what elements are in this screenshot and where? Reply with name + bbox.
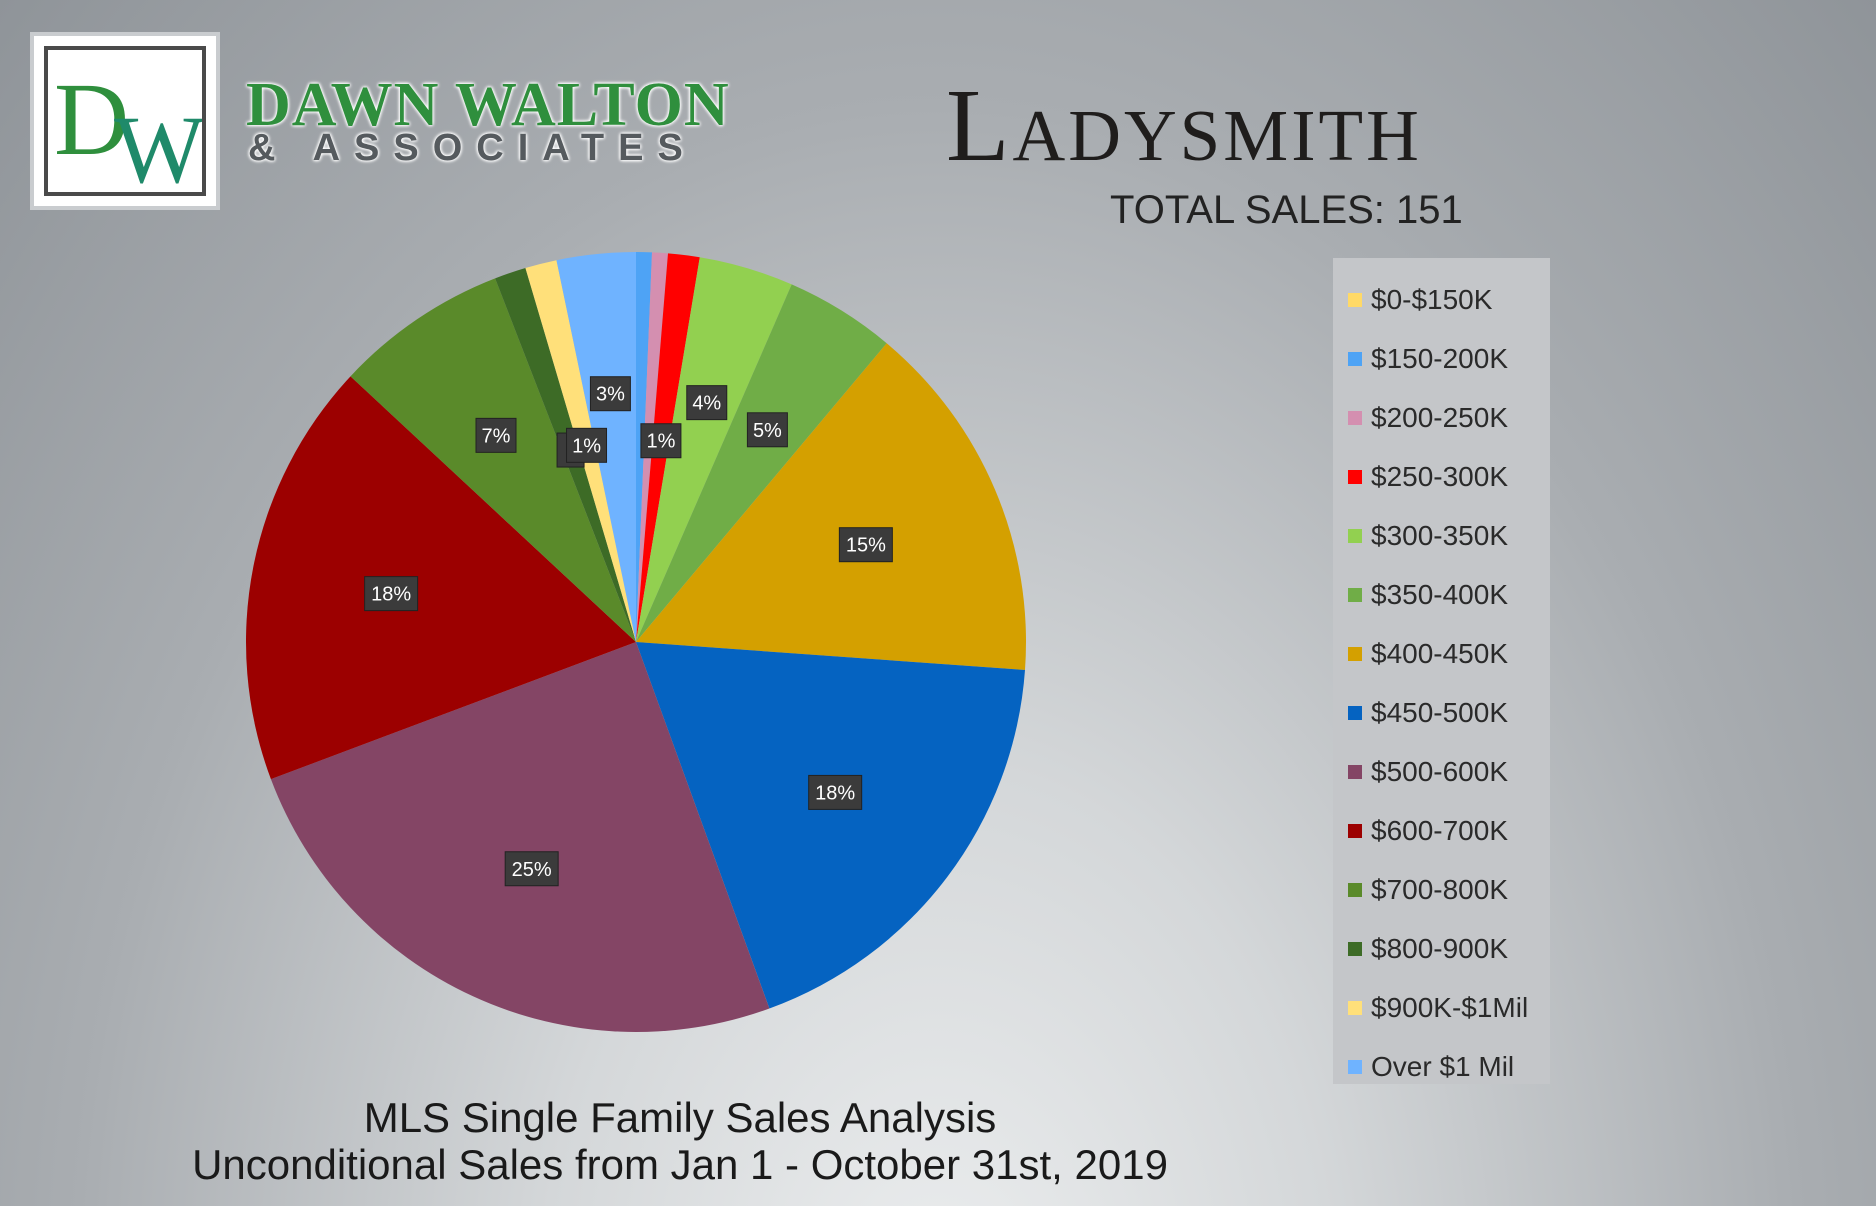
pie-slice-400-450k [636, 343, 1026, 671]
data-label-text: 4% [692, 393, 721, 415]
data-label-text: 18% [815, 782, 855, 804]
legend-swatch [1348, 1059, 1362, 1074]
legend-label: $250-300K [1371, 460, 1509, 492]
legend-swatch [1348, 764, 1362, 779]
legend-item-150-200k: $150-200K [1333, 329, 1550, 388]
legend-item-200-250k: $200-250K [1333, 388, 1550, 447]
legend-label: Over $1 Mil [1371, 1050, 1515, 1082]
data-label-box [838, 527, 893, 563]
legend-label: $500-600K [1371, 755, 1509, 787]
data-label-text: 25% [512, 859, 552, 881]
legend-item-over-1-mil: Over $1 Mil [1333, 1037, 1550, 1096]
data-label-text: 18% [371, 584, 411, 606]
legend-item-600-700k: $600-700K [1333, 801, 1550, 860]
data-label-text: 5% [753, 420, 782, 442]
legend-item-250-300k: $250-300K [1333, 447, 1550, 506]
legend-label: $300-350K [1371, 519, 1509, 551]
data-label-box [504, 851, 559, 887]
pie-slice-350-400k [636, 284, 887, 642]
pie-slice-500-600k [270, 642, 770, 1032]
brand-name: DAWN WALTON [246, 71, 730, 139]
legend-label: $0-$150K [1371, 283, 1493, 315]
legend-swatch [1348, 705, 1362, 720]
pie-slice-450-500k [636, 642, 1025, 1009]
data-label-text: 1% [572, 435, 601, 457]
data-label-box [589, 376, 631, 412]
logo-initial-w: W [114, 96, 202, 192]
legend-label: $900K-$1Mil [1371, 991, 1529, 1023]
data-label-text: 1% [646, 431, 675, 453]
page-title: Ladysmith [946, 68, 1422, 183]
legend-swatch [1348, 823, 1362, 838]
legend-label: $150-200K [1371, 342, 1509, 374]
data-label-900k-1mil: 1% [566, 427, 608, 463]
legend-label: $800-900K [1371, 932, 1509, 964]
legend-label: $450-500K [1371, 696, 1509, 728]
legend-item-300-350k: $300-350K [1333, 506, 1550, 565]
data-label-500-600k: 25% [504, 851, 559, 887]
legend-item-350-400k: $350-400K [1333, 565, 1550, 624]
data-label-text: 15% [846, 535, 886, 557]
legend-item-0-150k: $0-$150K [1333, 270, 1550, 329]
legend-swatch [1348, 410, 1362, 425]
data-label-box [364, 576, 419, 612]
data-label-box [566, 427, 608, 463]
data-label-250-300k: 1% [640, 423, 682, 459]
data-label-box [475, 417, 517, 453]
footer-subtitle: Unconditional Sales from Jan 1 - October… [192, 1141, 1168, 1188]
logo-frame: D W [44, 46, 206, 203]
legend-swatch [1348, 882, 1362, 897]
data-label-300-350k: 4% [686, 385, 728, 421]
brand-subtitle: & ASSOCIATES [248, 127, 697, 169]
data-label-over-1-mil: 3% [589, 376, 631, 412]
legend-label: $400-450K [1371, 637, 1509, 669]
chart-legend: $0-$150K $150-200K $200-250K $250-300K $300-… [1333, 258, 1550, 1084]
total-sales: TOTAL SALES: 151 [1110, 188, 1463, 232]
data-label-350-400k: 5% [746, 412, 788, 448]
data-label-box [686, 385, 728, 421]
legend-label: $700-800K [1371, 873, 1509, 905]
legend-swatch [1348, 351, 1362, 366]
data-label-600-700k: 18% [364, 576, 419, 612]
legend-swatch [1348, 646, 1362, 661]
legend-label: $600-700K [1371, 814, 1509, 846]
logo: D W [30, 32, 220, 210]
legend-label: $200-250K [1371, 401, 1509, 433]
legend-swatch [1348, 941, 1362, 956]
legend-swatch [1348, 587, 1362, 602]
footer-title: MLS Single Family Sales Analysis [363, 1094, 997, 1141]
legend-item-900k-1mil: $900K-$1Mil [1333, 978, 1550, 1037]
data-label-text: 3% [596, 384, 625, 406]
logo-initial-d: D [54, 62, 129, 177]
data-label-box [808, 774, 863, 810]
data-label-700-800k: 7% [475, 417, 517, 453]
data-label-text: 7% [482, 425, 511, 447]
pie-slice-600-700k [245, 376, 636, 780]
legend-item-400-450k: $400-450K [1333, 624, 1550, 683]
legend-swatch [1348, 469, 1362, 484]
legend-item-800-900k: $800-900K [1333, 919, 1550, 978]
legend-label: $350-400K [1371, 578, 1509, 610]
logo-monogram: D W [54, 62, 205, 203]
pie-slice-300-350k [636, 257, 792, 642]
legend-item-500-600k: $500-600K [1333, 742, 1550, 801]
legend-swatch [1348, 1000, 1362, 1015]
legend-swatch [1348, 292, 1362, 307]
legend-swatch [1348, 528, 1362, 543]
data-label-450-500k: 18% [808, 774, 863, 810]
pie-slice-700-800k [350, 278, 636, 642]
legend-item-450-500k: $450-500K [1333, 683, 1550, 742]
data-label-box [746, 412, 788, 448]
data-label-400-450k: 15% [838, 527, 893, 563]
legend-item-700-800k: $700-800K [1333, 860, 1550, 919]
data-label-box [640, 423, 682, 459]
